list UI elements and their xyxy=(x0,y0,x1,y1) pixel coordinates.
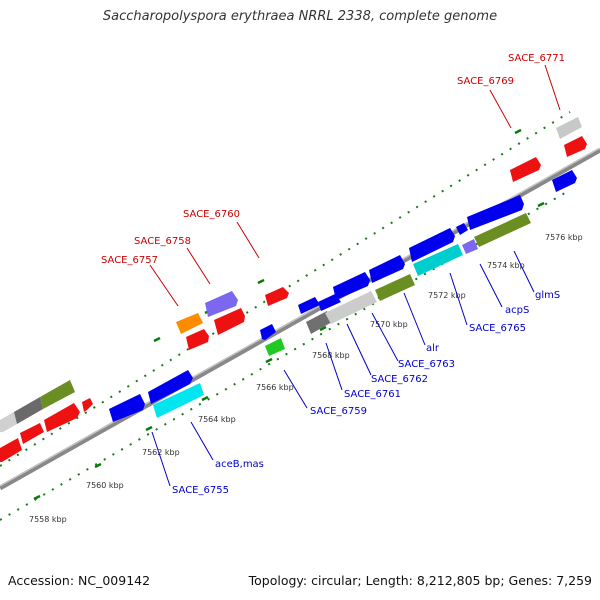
gene-label[interactable]: aceB,mas xyxy=(215,459,264,470)
ruler-label: 7566 kbp xyxy=(256,383,294,392)
ruler-label: 7558 kbp xyxy=(29,515,67,524)
ruler-ticks xyxy=(33,128,545,501)
gene-feature xyxy=(413,244,463,276)
gene-feature xyxy=(82,398,93,412)
gene-feature xyxy=(148,370,193,404)
leader-line xyxy=(190,421,214,461)
gene-feature xyxy=(409,228,455,262)
leader-line xyxy=(371,312,399,362)
gene-feature xyxy=(375,274,415,301)
gene-feature xyxy=(176,313,203,334)
gene-label[interactable]: SACE_6769 xyxy=(457,76,514,87)
gene-feature xyxy=(214,308,245,335)
leader-line xyxy=(403,292,426,346)
gene-label[interactable]: SACE_6763 xyxy=(398,359,455,370)
gene-feature xyxy=(260,324,276,340)
leader-line xyxy=(544,64,561,111)
gene-feature xyxy=(462,239,478,254)
ruler-label: 7564 kbp xyxy=(198,415,236,424)
gene-feature xyxy=(20,423,44,444)
gene-feature xyxy=(186,329,209,350)
gene-label[interactable]: SACE_6761 xyxy=(344,389,401,400)
gene-feature xyxy=(205,291,238,317)
gene-feature xyxy=(552,170,577,192)
gene-label[interactable]: SACE_6757 xyxy=(101,255,158,266)
gene-feature xyxy=(40,380,75,409)
ruler-label: 7572 kbp xyxy=(428,291,466,300)
gene-feature xyxy=(467,195,524,230)
gene-feature xyxy=(510,157,541,182)
gene-feature xyxy=(318,294,341,311)
leader-line xyxy=(479,263,503,308)
leader-line xyxy=(151,431,171,487)
gene-label[interactable]: SACE_6762 xyxy=(371,374,428,385)
gene-label[interactable]: alr xyxy=(426,343,440,354)
gene-feature xyxy=(474,213,531,247)
ruler-label: 7576 kbp xyxy=(545,233,583,242)
gene-feature xyxy=(369,255,405,283)
leader-line xyxy=(149,264,179,307)
leader-line xyxy=(236,221,260,259)
gene-feature xyxy=(265,338,285,356)
genome-summary-text: Topology: circular; Length: 8,212,805 bp… xyxy=(248,573,592,588)
gene-label[interactable]: SACE_6760 xyxy=(183,209,240,220)
upper-dotted-track xyxy=(0,111,571,467)
gene-feature xyxy=(456,223,468,235)
ruler-label: 7562 kbp xyxy=(142,448,180,457)
leader-line xyxy=(489,89,512,129)
gene-feature xyxy=(325,291,377,324)
gene-feature xyxy=(0,438,22,462)
ruler-label: 7570 kbp xyxy=(370,320,408,329)
gene-feature xyxy=(14,397,43,424)
gene-feature xyxy=(265,287,289,306)
map-title: Saccharopolyspora erythraea NRRL 2338, c… xyxy=(102,9,498,24)
gene-label[interactable]: SACE_6765 xyxy=(469,323,526,334)
gene-feature xyxy=(298,297,320,314)
gene-label[interactable]: acpS xyxy=(505,305,529,316)
ruler-label: 7560 kbp xyxy=(86,481,124,490)
gene-feature xyxy=(0,412,17,432)
accession-text: Accession: NC_009142 xyxy=(8,573,151,588)
leader-line xyxy=(283,369,308,409)
gene-feature xyxy=(306,311,332,334)
gene-label[interactable]: glmS xyxy=(535,290,560,301)
gene-feature xyxy=(109,394,145,422)
leader-line xyxy=(325,342,343,391)
leader-line xyxy=(186,247,211,285)
ruler-label: 7568 kbp xyxy=(312,351,350,360)
gene-feature xyxy=(333,272,370,300)
gene-label[interactable]: SACE_6758 xyxy=(134,236,191,247)
gene-feature xyxy=(556,117,582,139)
gene-feature xyxy=(44,403,80,432)
gene-label[interactable]: SACE_6771 xyxy=(508,53,565,64)
gene-label[interactable]: SACE_6759 xyxy=(310,406,367,417)
gene-feature xyxy=(564,136,587,157)
leader-line xyxy=(513,250,535,293)
leader-line xyxy=(449,272,468,326)
gene-label[interactable]: SACE_6755 xyxy=(172,485,229,496)
ruler-label: 7574 kbp xyxy=(487,261,525,270)
gene-feature xyxy=(153,383,204,418)
leader-line xyxy=(346,323,372,376)
